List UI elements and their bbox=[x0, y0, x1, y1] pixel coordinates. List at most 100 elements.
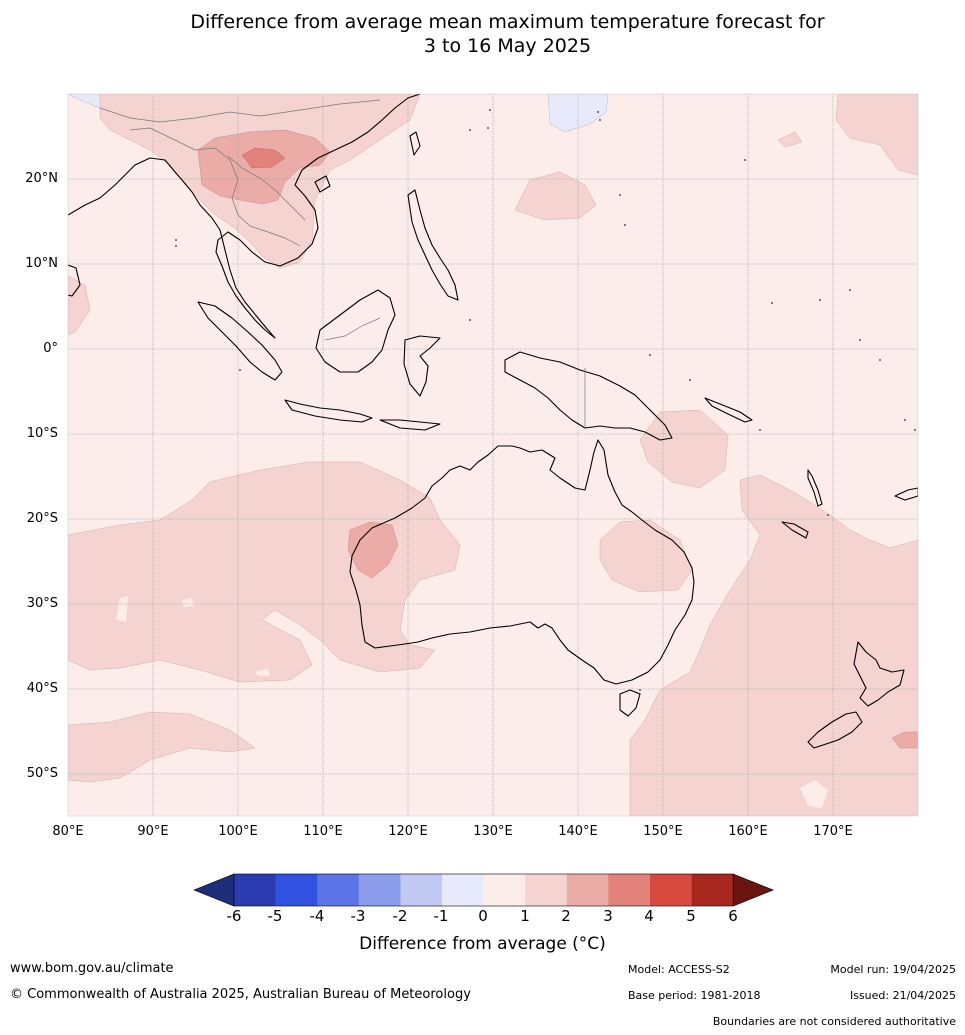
lon-label-170e: 170°E bbox=[813, 824, 853, 839]
colorbar-extend-low bbox=[193, 873, 235, 907]
anomaly-area-tasman-new-zealand bbox=[629, 474, 918, 816]
anomaly-area-3-to-4 bbox=[241, 147, 286, 169]
anomaly-hole-1 bbox=[116, 596, 128, 622]
title-line-1: Difference from average mean maximum tem… bbox=[190, 11, 825, 33]
anomaly-area-philippine-sea bbox=[514, 171, 597, 221]
anomaly-hole-2 bbox=[182, 598, 194, 607]
coastline-new-caledonia bbox=[781, 521, 809, 539]
map-panel bbox=[68, 94, 918, 816]
colorbar-bin bbox=[691, 874, 734, 906]
lon-label-80e: 80°E bbox=[52, 824, 84, 839]
colorbar-bin bbox=[234, 874, 276, 906]
lat-label-50s: 50°S bbox=[26, 766, 58, 781]
colorbar-tick: 0 bbox=[478, 907, 488, 925]
lon-label-110e: 110°E bbox=[303, 824, 343, 839]
lat-label-10n: 10°N bbox=[25, 256, 58, 271]
anomaly-area-north-pacific bbox=[835, 94, 918, 176]
colorbar-tick: 5 bbox=[686, 907, 696, 925]
anomaly-area-central-pacific bbox=[777, 131, 803, 148]
colorbar-tick: -1 bbox=[433, 907, 449, 925]
coastline-sumatra bbox=[197, 301, 283, 381]
colorbar-bin bbox=[317, 874, 360, 906]
coastline-java bbox=[284, 399, 373, 423]
coastline-fiji bbox=[894, 487, 918, 501]
website-link[interactable]: www.bom.gov.au/climate bbox=[10, 961, 174, 976]
coastline-new-guinea bbox=[504, 351, 673, 441]
anomaly-area-pilbara bbox=[347, 521, 399, 579]
coastline-sri-lanka bbox=[68, 264, 81, 297]
graticule bbox=[68, 94, 918, 816]
border-borneo bbox=[324, 317, 381, 341]
lat-label-0: 0° bbox=[43, 341, 58, 356]
lon-label-120e: 120°E bbox=[388, 824, 428, 839]
lon-label-160e: 160°E bbox=[728, 824, 768, 839]
anomaly-area-south-indian bbox=[68, 711, 256, 783]
colorbar-bin bbox=[525, 874, 568, 906]
coastline-nz-north bbox=[853, 641, 905, 707]
border-asia-2 bbox=[227, 155, 306, 221]
colorbar-bin bbox=[608, 874, 651, 906]
coastline-solomons bbox=[704, 397, 753, 423]
colorbar-bin bbox=[400, 874, 443, 906]
coastline-asia bbox=[68, 94, 421, 339]
small-islands bbox=[175, 109, 916, 691]
colorbar-bin bbox=[483, 874, 526, 906]
coastline-taiwan bbox=[409, 131, 421, 156]
coastline-borneo bbox=[315, 289, 396, 373]
title-line-2: 3 to 16 May 2025 bbox=[423, 35, 592, 57]
colorbar-tick: -6 bbox=[226, 907, 242, 925]
colorbar-tick: 6 bbox=[728, 907, 738, 925]
lat-label-10s: 10°S bbox=[26, 426, 58, 441]
colorbar-tick: -2 bbox=[392, 907, 408, 925]
coastline-sunda bbox=[379, 419, 441, 431]
colorbar-tick: -5 bbox=[267, 907, 283, 925]
coastline-vanuatu bbox=[807, 469, 823, 507]
coastline-tasmania bbox=[619, 689, 641, 717]
coastline-hainan bbox=[314, 175, 331, 193]
colorbar-extend-high bbox=[732, 873, 775, 907]
coastline-sulawesi bbox=[403, 335, 441, 397]
colorbar-bin bbox=[358, 874, 401, 906]
coastline-philippines bbox=[407, 189, 459, 301]
border-asia-1 bbox=[129, 127, 301, 247]
colorbar-bin bbox=[566, 874, 609, 906]
lat-label-20n: 20°N bbox=[25, 171, 58, 186]
model-run-text: Model run: 19/04/2025 bbox=[830, 963, 956, 976]
colorbar-tick: -4 bbox=[309, 907, 325, 925]
colorbar-title: Difference from average (°C) bbox=[359, 934, 606, 954]
anomaly-area-east-tasman bbox=[891, 731, 918, 749]
colorbar-tick: 3 bbox=[603, 907, 613, 925]
copyright-text: © Commonwealth of Australia 2025, Austra… bbox=[10, 987, 471, 1002]
base-period-text: Base period: 1981-2018 bbox=[628, 989, 761, 1002]
anomaly-area-equatorial-indian bbox=[68, 275, 91, 336]
colorbar-bin bbox=[275, 874, 318, 906]
anomaly-hole-5 bbox=[374, 700, 388, 712]
coastline-australia bbox=[349, 439, 695, 685]
lon-label-150e: 150°E bbox=[643, 824, 683, 839]
colorbar-bin bbox=[442, 874, 484, 906]
colorbar-tick: 2 bbox=[561, 907, 571, 925]
coastlines bbox=[68, 94, 918, 749]
lat-label-20s: 20°S bbox=[26, 511, 58, 526]
colorbar-tick: 1 bbox=[520, 907, 530, 925]
colorbar-tick: 4 bbox=[644, 907, 654, 925]
map-frame bbox=[67, 93, 919, 817]
lon-label-140e: 140°E bbox=[558, 824, 598, 839]
borders bbox=[99, 99, 586, 428]
coastline-nz-south bbox=[807, 711, 863, 749]
anomaly-area-coral-sea bbox=[639, 409, 729, 489]
border-asia-3 bbox=[99, 99, 381, 123]
lon-label-90e: 90°E bbox=[137, 824, 169, 839]
boundaries-note: Boundaries are not considered authoritat… bbox=[712, 1015, 956, 1028]
lat-label-30s: 30°S bbox=[26, 596, 58, 611]
map-title: Difference from average mean maximum tem… bbox=[0, 10, 965, 58]
model-text: Model: ACCESS-S2 bbox=[628, 963, 730, 976]
colorbar-frame bbox=[233, 873, 734, 907]
colorbar bbox=[193, 873, 775, 907]
lon-label-100e: 100°E bbox=[218, 824, 258, 839]
colorbar-bin bbox=[650, 874, 692, 906]
colorbar-tick: -3 bbox=[350, 907, 366, 925]
anomaly-hole-3 bbox=[255, 668, 270, 676]
issued-text: Issued: 21/04/2025 bbox=[849, 989, 956, 1002]
